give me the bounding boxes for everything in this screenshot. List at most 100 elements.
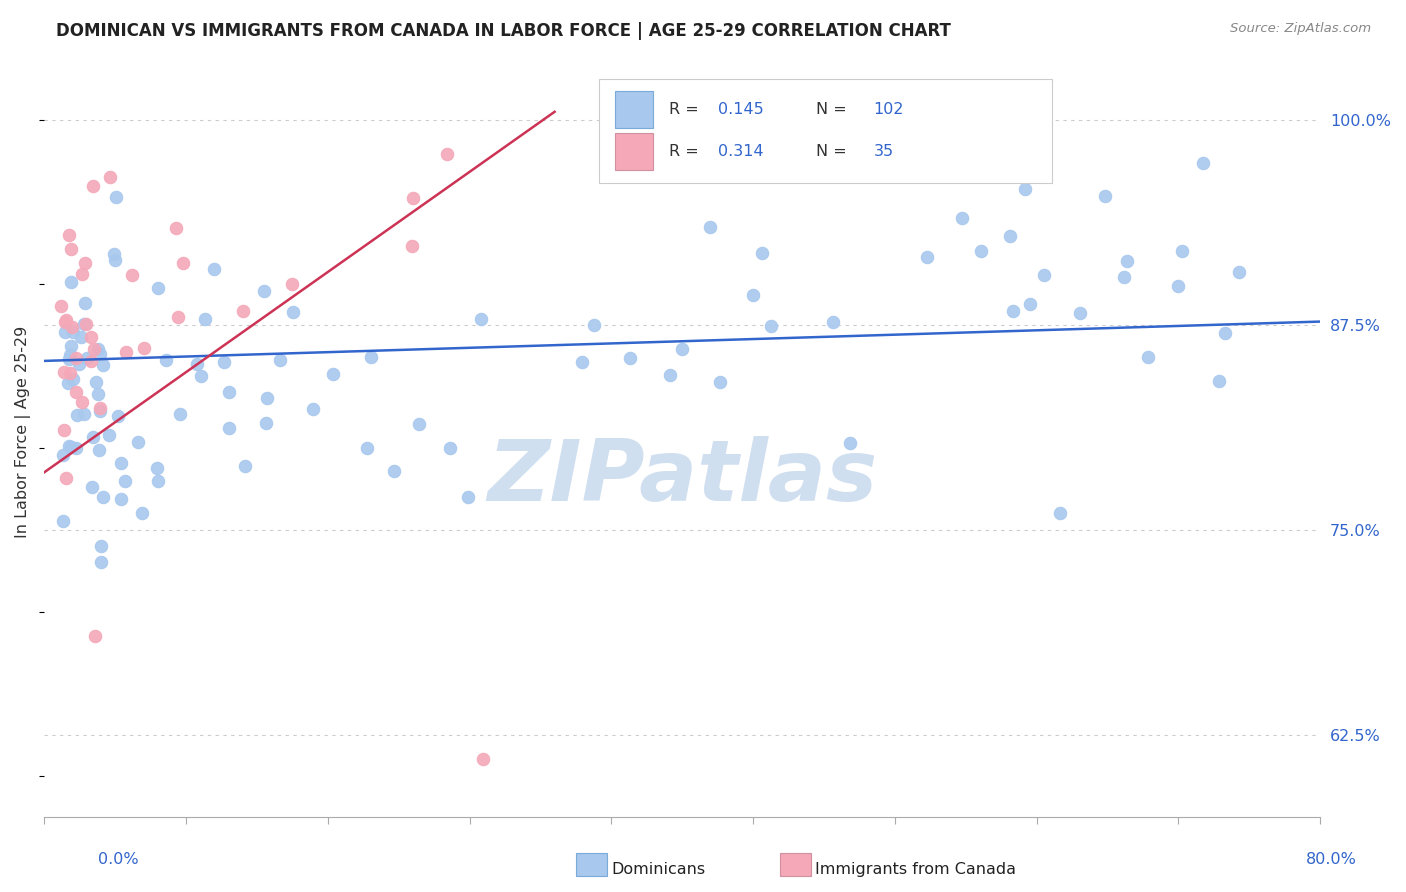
Text: Source: ZipAtlas.com: Source: ZipAtlas.com: [1230, 22, 1371, 36]
Point: [1049, 506, 1071, 520]
Point: [70, 394, 93, 409]
FancyBboxPatch shape: [614, 133, 652, 170]
Point: [1167, 278, 1189, 293]
Point: [58, 227, 80, 242]
Point: [104, 252, 127, 267]
Point: [59, 275, 82, 289]
Point: [190, 369, 212, 384]
Point: [146, 474, 169, 488]
Point: [439, 441, 461, 455]
Point: [235, 459, 257, 474]
Text: ZIPatlas: ZIPatlas: [486, 436, 877, 519]
Point: [1115, 254, 1137, 268]
Point: [950, 211, 973, 226]
Point: [204, 261, 226, 276]
Point: [186, 357, 208, 371]
Point: [56, 376, 79, 390]
Point: [146, 281, 169, 295]
Text: N =: N =: [817, 145, 852, 160]
Point: [87, 443, 110, 458]
Point: [69, 330, 91, 344]
Point: [132, 341, 155, 355]
FancyBboxPatch shape: [614, 91, 652, 128]
Point: [212, 355, 235, 369]
Text: DOMINICAN VS IMMIGRANTS FROM CANADA IN LABOR FORCE | AGE 25-29 CORRELATION CHART: DOMINICAN VS IMMIGRANTS FROM CANADA IN L…: [56, 22, 950, 40]
Point: [73, 408, 96, 422]
Point: [998, 228, 1021, 243]
Point: [98, 170, 121, 185]
FancyBboxPatch shape: [599, 78, 1052, 183]
Point: [165, 221, 187, 235]
Text: R =: R =: [669, 102, 704, 117]
Point: [1227, 265, 1250, 279]
Point: [1213, 326, 1236, 341]
Point: [60, 339, 83, 353]
Point: [121, 268, 143, 282]
Text: 0.0%: 0.0%: [98, 852, 139, 867]
Point: [58, 439, 80, 453]
Point: [408, 417, 430, 431]
Point: [146, 461, 169, 475]
Point: [82, 178, 104, 193]
Point: [671, 343, 693, 357]
Point: [75, 295, 97, 310]
Point: [218, 385, 240, 400]
Point: [62, 325, 84, 339]
Point: [401, 239, 423, 253]
Point: [662, 121, 685, 136]
Point: [91, 490, 114, 504]
Point: [107, 409, 129, 423]
Point: [80, 480, 103, 494]
Point: [280, 277, 302, 291]
Point: [457, 490, 479, 504]
Text: 35: 35: [873, 145, 894, 160]
Point: [1002, 304, 1025, 318]
Point: [75, 318, 97, 332]
Point: [360, 350, 382, 364]
Point: [619, 351, 641, 365]
Text: R =: R =: [669, 145, 704, 160]
Point: [60, 319, 83, 334]
Point: [110, 456, 132, 470]
Point: [1137, 351, 1160, 365]
Point: [1170, 244, 1192, 258]
Text: 102: 102: [873, 102, 904, 117]
Point: [436, 147, 458, 161]
Point: [65, 351, 87, 366]
Point: [52, 365, 75, 379]
Point: [53, 326, 76, 340]
Text: 80.0%: 80.0%: [1306, 852, 1357, 867]
Point: [470, 312, 492, 326]
Point: [571, 355, 593, 369]
Point: [356, 441, 378, 455]
Point: [80, 330, 103, 344]
Point: [70, 268, 93, 282]
Point: [155, 352, 177, 367]
Point: [659, 368, 682, 382]
Point: [1208, 374, 1230, 388]
Point: [90, 539, 112, 553]
Point: [49, 299, 72, 313]
Point: [52, 423, 75, 437]
Point: [55, 312, 77, 326]
Point: [83, 629, 105, 643]
Text: 0.314: 0.314: [718, 145, 763, 160]
Point: [67, 357, 90, 371]
Point: [82, 430, 104, 444]
Point: [65, 385, 87, 400]
Point: [66, 408, 89, 422]
Point: [58, 352, 80, 367]
Point: [253, 285, 276, 299]
Point: [103, 247, 125, 261]
Point: [751, 245, 773, 260]
Point: [915, 250, 938, 264]
Point: [970, 244, 993, 259]
Point: [52, 448, 75, 462]
Point: [87, 387, 110, 401]
Point: [76, 351, 98, 365]
Point: [254, 416, 277, 430]
Point: [232, 303, 254, 318]
Point: [761, 318, 783, 333]
Point: [402, 191, 425, 205]
Point: [269, 352, 291, 367]
